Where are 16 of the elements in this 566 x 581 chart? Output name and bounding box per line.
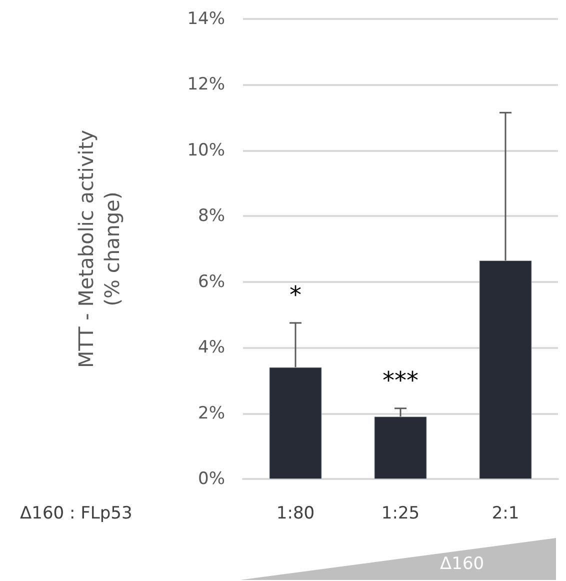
y-axis-title: MTT - Metabolic activity (% change) xyxy=(74,130,124,368)
y-tick-label: 2% xyxy=(198,403,225,424)
y-tick-label: 0% xyxy=(198,469,225,489)
y-tick-label: 8% xyxy=(198,206,225,226)
y-tick-label: 4% xyxy=(198,338,225,358)
annotation: * xyxy=(290,280,302,309)
y-tick-label: 12% xyxy=(187,74,225,95)
annotation: *** xyxy=(382,366,418,394)
y-tick-label: 10% xyxy=(187,140,225,160)
x-axis-title: Δ160 : FLp53 xyxy=(20,504,132,524)
x-tick-label: 2:1 xyxy=(492,504,520,524)
x-tick-label: 1:80 xyxy=(276,504,315,524)
x-tick-label: 1:25 xyxy=(381,504,420,524)
y-tick-label: 6% xyxy=(198,272,225,292)
y-tick-label: 14% xyxy=(187,9,225,29)
text: Δ160 xyxy=(440,554,484,574)
